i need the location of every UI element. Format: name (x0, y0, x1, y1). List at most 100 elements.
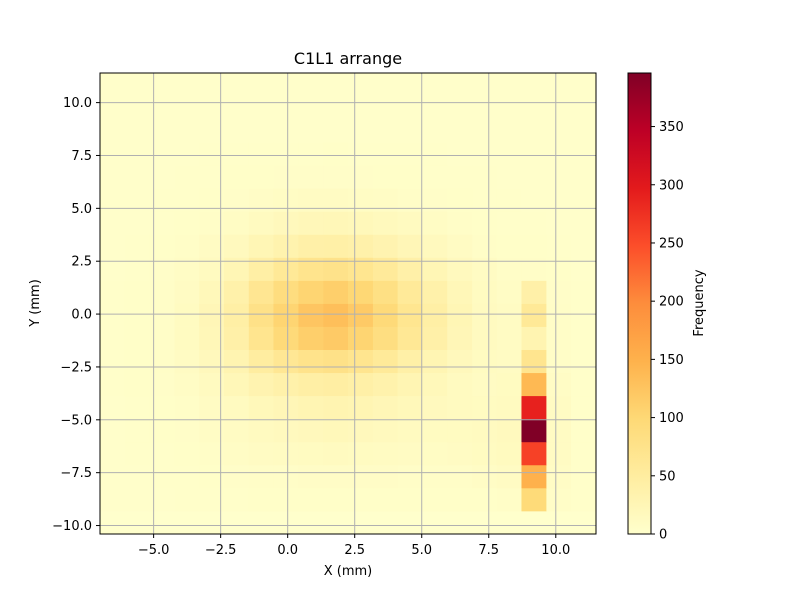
heatmap-cell (100, 188, 126, 212)
heatmap-cell (521, 395, 547, 420)
heatmap-cell (323, 326, 349, 350)
heatmap-cell (174, 257, 200, 281)
heatmap-cell (496, 326, 522, 350)
heatmap-cell (174, 487, 200, 512)
heatmap-cell (223, 418, 250, 443)
heatmap-cell (422, 303, 448, 327)
heatmap-cell (273, 372, 299, 397)
heatmap-cell (100, 165, 126, 189)
heatmap-cell (372, 188, 398, 212)
heatmap-cell (397, 142, 423, 166)
heatmap-cell (496, 257, 522, 281)
heatmap-cell (223, 211, 250, 235)
heatmap-cell (571, 464, 597, 489)
heatmap-cell (472, 464, 498, 489)
heatmap-cell (447, 464, 473, 489)
heatmap-cell (571, 303, 597, 327)
heatmap-cell (149, 234, 175, 258)
heatmap-cell (149, 395, 175, 420)
heatmap-cell (199, 510, 225, 535)
y-tick-label: −10.0 (52, 519, 92, 534)
heatmap-cell (422, 487, 448, 512)
heatmap-cell (496, 119, 522, 143)
heatmap-cell (199, 372, 225, 397)
heatmap-cell (372, 142, 398, 166)
heatmap-cell (124, 142, 150, 166)
heatmap-cell (199, 211, 225, 235)
heatmap-cell (298, 464, 324, 489)
heatmap-cell (298, 349, 324, 374)
heatmap-cell (496, 211, 522, 235)
heatmap-cell (397, 73, 423, 97)
heatmap-cell (273, 418, 299, 443)
heatmap-cell (472, 188, 498, 212)
heatmap-cell (571, 73, 597, 97)
heatmap-cell (100, 510, 126, 535)
heatmap-cell (472, 73, 498, 97)
heatmap-cell (124, 418, 150, 443)
heatmap-cell (248, 326, 274, 350)
heatmap-cell (100, 211, 126, 235)
x-tick-label: 0.0 (277, 543, 298, 558)
heatmap-cell (348, 395, 374, 420)
heatmap-cell (124, 372, 150, 397)
heatmap-cell (223, 395, 250, 420)
heatmap-cell (472, 510, 498, 535)
heatmap-cell (298, 234, 324, 258)
heatmap-cell (571, 418, 597, 443)
heatmap-cell (174, 510, 200, 535)
heatmap-cell (348, 165, 374, 189)
heatmap-cell (323, 464, 349, 489)
heatmap-cell (571, 119, 597, 143)
heatmap-cell (124, 280, 150, 304)
heatmap-cell (447, 234, 473, 258)
heatmap-cell (397, 165, 423, 189)
heatmap-cell (472, 257, 498, 281)
heatmap-cell (372, 441, 398, 466)
heatmap-cell (348, 510, 374, 535)
heatmap-cell (100, 372, 126, 397)
heatmap-cell (149, 165, 175, 189)
heatmap-cell (199, 142, 225, 166)
heatmap-cell (174, 142, 200, 166)
heatmap-cell (199, 418, 225, 443)
heatmap-cell (571, 349, 597, 374)
heatmap-cell (149, 441, 175, 466)
heatmap-cell (422, 119, 448, 143)
heatmap-cell (372, 73, 398, 97)
heatmap-cell (571, 280, 597, 304)
heatmap-cell (372, 280, 398, 304)
heatmap-cell (248, 441, 274, 466)
heatmap-cell (546, 464, 572, 489)
plot-area (99, 72, 597, 535)
heatmap-cell (223, 372, 250, 397)
heatmap-cell (223, 464, 250, 489)
heatmap-cell (323, 487, 349, 512)
heatmap-cell (124, 188, 150, 212)
heatmap-cell (100, 96, 126, 120)
heatmap-cell (100, 418, 126, 443)
heatmap-cell (124, 165, 150, 189)
heatmap-cell (422, 257, 448, 281)
heatmap-cell (100, 441, 126, 466)
x-tick-label: −5.0 (138, 543, 170, 558)
heatmap-cell (546, 165, 572, 189)
heatmap-cell (223, 73, 250, 97)
heatmap-cell (323, 441, 349, 466)
heatmap-cell (174, 188, 200, 212)
heatmap-cell (273, 326, 299, 350)
heatmap-cell (149, 96, 175, 120)
heatmap-cell (546, 418, 572, 443)
x-tick-label: 10.0 (541, 543, 570, 558)
heatmap-cell (571, 487, 597, 512)
heatmap-cell (472, 395, 498, 420)
heatmap-cell (248, 234, 274, 258)
heatmap-cell (124, 510, 150, 535)
heatmap-cell (100, 142, 126, 166)
colorbar-tick-label: 50 (659, 469, 676, 484)
heatmap-cell (223, 234, 250, 258)
heatmap-cell (298, 395, 324, 420)
heatmap-cell (397, 395, 423, 420)
heatmap-cell (223, 96, 250, 120)
